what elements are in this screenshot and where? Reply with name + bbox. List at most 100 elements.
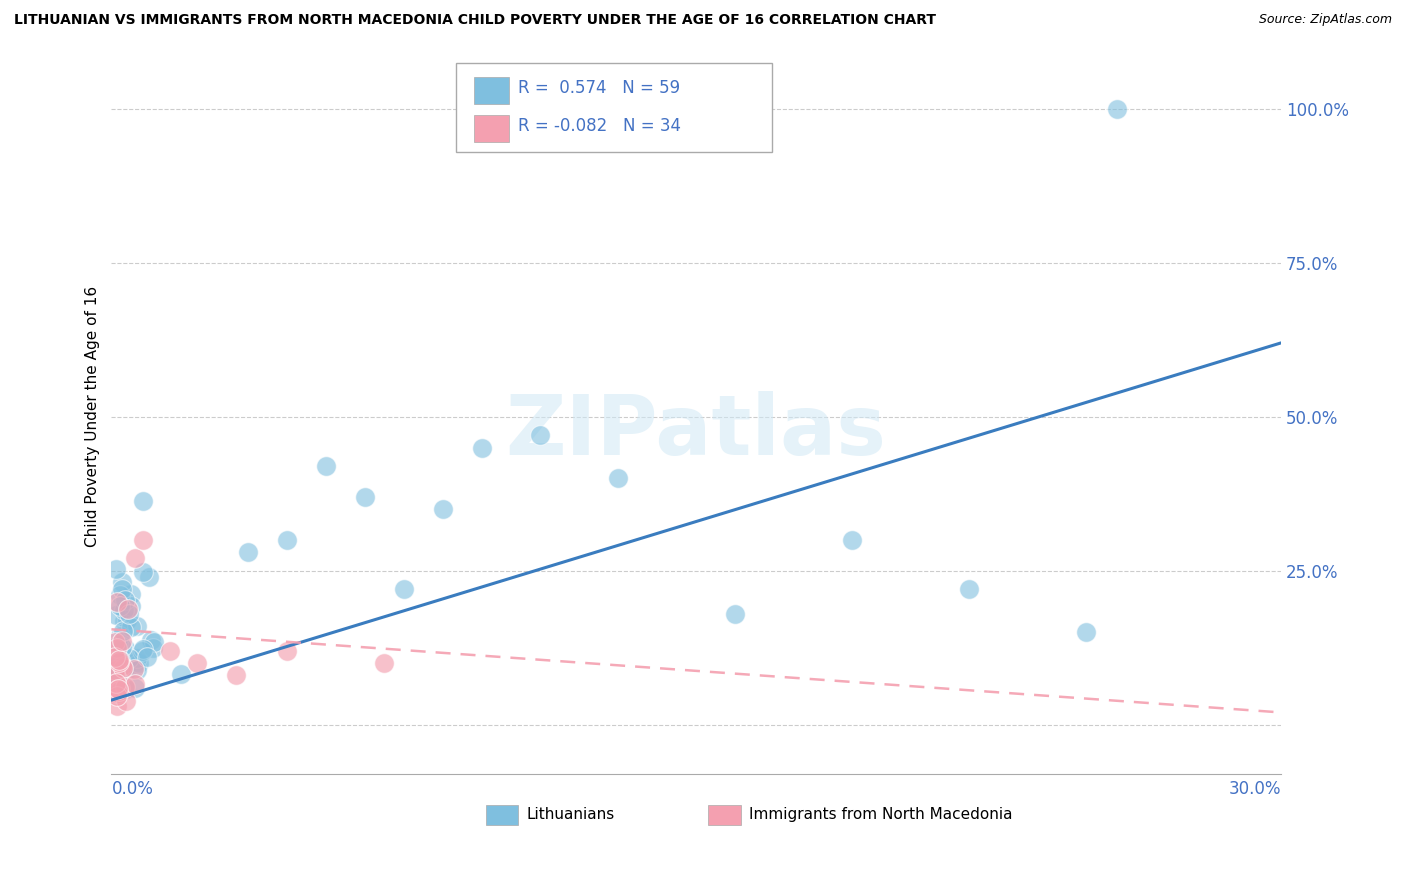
Point [110,582,132,596]
Point [107,652,129,666]
Point [841,533,863,547]
Point [724,607,747,621]
Point [105,689,128,703]
Point [115,682,138,697]
Point [105,685,128,699]
Point [139,632,162,647]
Point [112,661,135,675]
Point [142,641,165,656]
Text: 30.0%: 30.0% [1229,780,1281,798]
Point [392,582,415,597]
Point [107,664,129,678]
Text: R =  0.574   N = 59: R = 0.574 N = 59 [519,79,681,97]
Point [143,635,166,649]
Point [104,675,127,690]
Point [112,624,135,638]
Point [107,682,129,697]
Point [111,640,134,655]
Point [120,599,142,614]
Text: ZIPatlas: ZIPatlas [506,391,887,472]
Point [107,638,129,652]
Point [315,459,337,474]
Point [131,533,153,547]
Point [373,656,395,670]
Point [111,575,134,590]
Point [125,619,148,633]
Point [118,607,141,621]
Point [105,699,128,714]
Point [114,593,136,607]
Point [104,677,127,691]
Point [125,651,148,665]
Point [120,620,142,634]
Point [111,659,134,673]
Point [108,655,131,669]
Point [108,653,131,667]
Point [122,662,145,676]
Point [124,550,146,565]
Point [127,663,149,677]
Point [115,659,138,673]
FancyBboxPatch shape [457,63,772,153]
Text: Source: ZipAtlas.com: Source: ZipAtlas.com [1258,13,1392,27]
Point [124,677,146,691]
Point [108,629,131,643]
Point [115,694,138,708]
Point [529,428,551,442]
Point [104,667,127,681]
Point [105,595,128,609]
Point [132,565,155,579]
FancyBboxPatch shape [474,114,509,142]
Point [128,657,150,671]
Text: R = -0.082   N = 34: R = -0.082 N = 34 [519,117,682,135]
Point [108,599,131,613]
Point [225,668,247,682]
Point [170,667,193,681]
Y-axis label: Child Poverty Under the Age of 16: Child Poverty Under the Age of 16 [86,286,100,548]
Point [236,545,259,559]
Text: Immigrants from North Macedonia: Immigrants from North Macedonia [749,807,1012,822]
Point [471,441,494,455]
Point [159,644,181,658]
Point [186,656,208,670]
Point [111,634,134,648]
Text: LITHUANIAN VS IMMIGRANTS FROM NORTH MACEDONIA CHILD POVERTY UNDER THE AGE OF 16 : LITHUANIAN VS IMMIGRANTS FROM NORTH MACE… [14,13,936,28]
Point [1107,102,1129,116]
FancyBboxPatch shape [485,805,519,825]
Point [957,582,980,597]
Point [117,602,139,616]
Point [114,680,136,694]
Point [112,603,135,617]
Point [432,502,454,516]
Point [108,588,131,602]
FancyBboxPatch shape [707,805,741,825]
Text: 0.0%: 0.0% [111,780,153,798]
Point [104,562,127,576]
Point [276,533,298,547]
Point [276,644,298,658]
Point [132,642,155,657]
Text: Lithuanians: Lithuanians [527,807,614,822]
Point [120,587,142,601]
Point [118,651,141,665]
Point [112,614,135,628]
Point [117,613,139,627]
Point [104,635,127,649]
Point [132,493,155,508]
Point [108,685,131,699]
Point [105,683,128,698]
FancyBboxPatch shape [474,77,509,103]
Point [125,655,148,669]
Point [104,650,127,665]
Point [135,650,157,665]
Point [104,685,127,699]
Point [104,688,127,702]
Point [108,683,131,698]
Point [105,676,128,690]
Point [353,490,375,504]
Point [105,661,128,675]
Point [105,608,128,623]
Point [105,640,128,655]
Point [1074,625,1097,640]
Point [131,644,153,658]
